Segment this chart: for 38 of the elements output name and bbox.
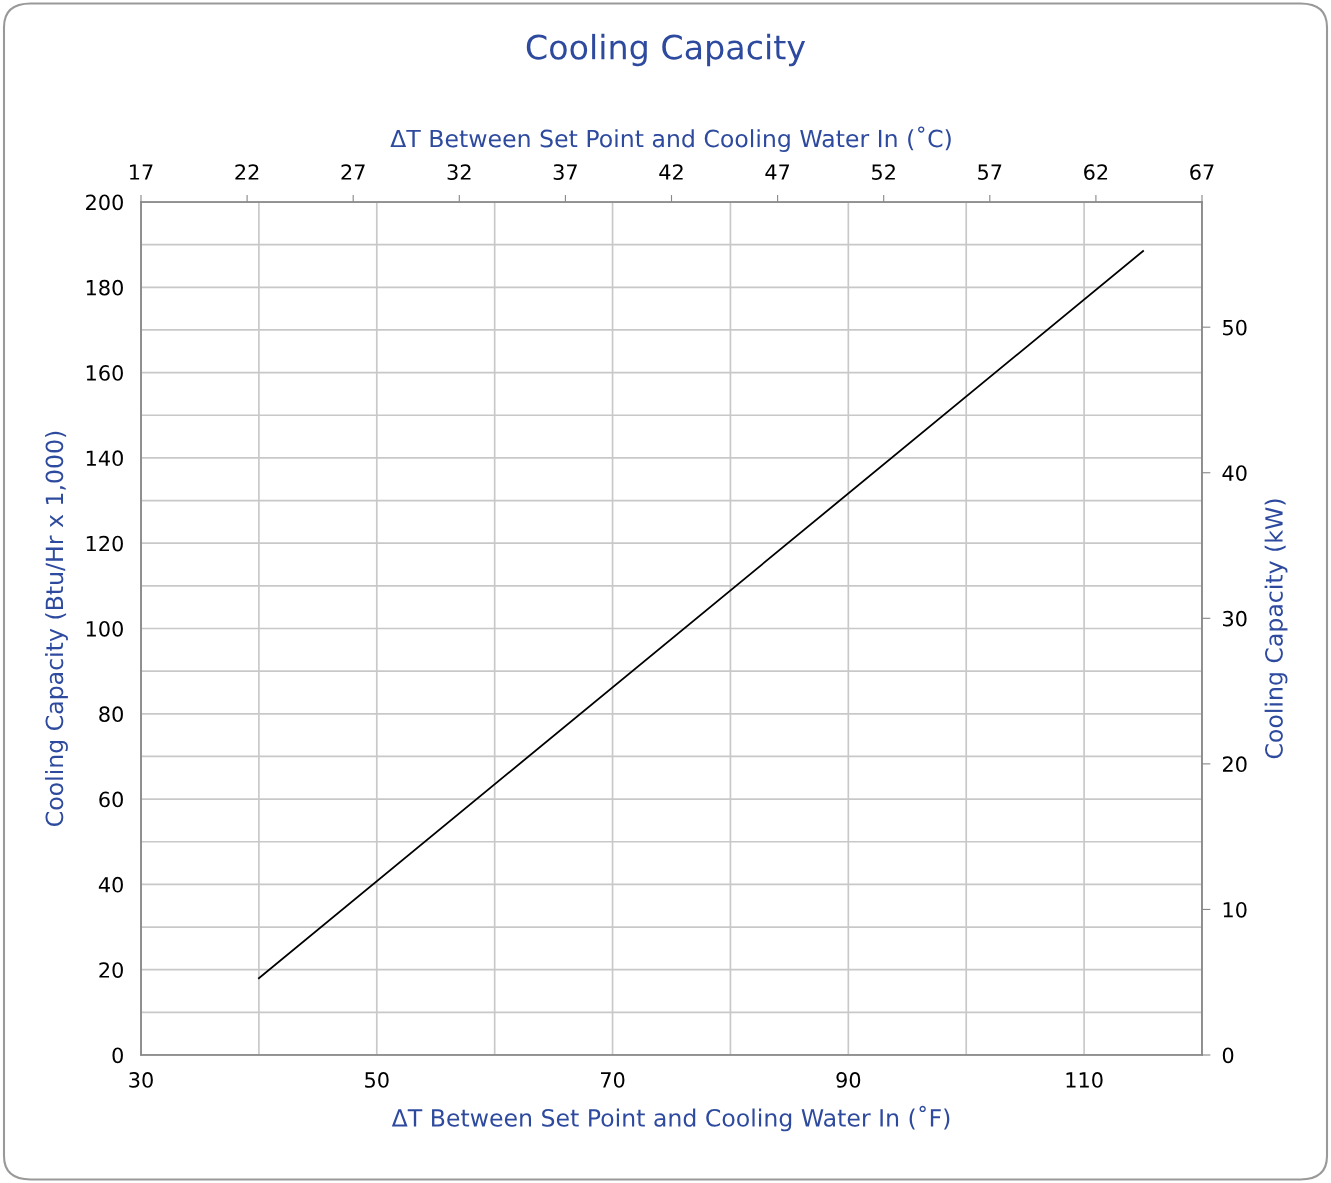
y-tick-label: 180: [86, 279, 123, 296]
x2-tick-label: 37: [553, 164, 577, 180]
x2-tick-label: 32: [447, 164, 471, 180]
x-tick-label: 50: [365, 1072, 389, 1088]
x-tick-label: 70: [601, 1072, 625, 1088]
y-tick-label: 40: [98, 876, 123, 893]
x2-tick-label: 42: [659, 164, 683, 180]
y2-tick-label: 0: [1222, 1047, 1234, 1064]
y-tick-label: 200: [86, 194, 123, 211]
y-tick-label: 140: [86, 450, 123, 467]
y2-tick-label: 30: [1223, 610, 1247, 627]
x2-tick-label: 57: [978, 164, 1002, 180]
y-tick-label: 20: [99, 962, 123, 978]
y-tick-label: 160: [86, 365, 123, 381]
x2-tick-label: 62: [1084, 164, 1108, 180]
y-tick-label: 60: [99, 791, 123, 808]
y2-axis-title: Cooling Capacity (kW): [1264, 499, 1288, 759]
y-tick-label: 100: [86, 620, 123, 637]
x2-tick-label: 67: [1190, 164, 1214, 180]
y-axis-title: Cooling Capacity (Btu/Hr x 1,000): [45, 431, 68, 826]
x-tick-label: 110: [1066, 1072, 1103, 1088]
x-tick-label: 90: [836, 1072, 861, 1088]
y-tick-label: 0: [112, 1047, 123, 1064]
y-tick-label: 80: [99, 706, 123, 723]
y2-tick-label: 10: [1223, 901, 1247, 918]
x2-tick-label: 22: [235, 164, 259, 180]
y2-tick-label: 50: [1223, 319, 1247, 336]
y2-tick-label: 40: [1222, 465, 1247, 481]
x-axis-title: ΔT Between Set Point and Cooling Water In (˚F): [391, 1105, 950, 1132]
chart-title: Cooling Capacity: [526, 33, 806, 67]
x2-tick-label: 17: [130, 164, 153, 180]
x2-tick-label: 27: [341, 164, 365, 180]
y2-tick-label: 20: [1222, 756, 1247, 773]
y-tick-label: 120: [86, 535, 123, 552]
x2-tick-label: 52: [872, 164, 895, 180]
x-tick-label: 30: [129, 1072, 153, 1088]
x2-tick-label: 47: [765, 164, 790, 180]
x2-axis-title: ΔT Between Set Point and Cooling Water In (˚C): [390, 126, 951, 153]
